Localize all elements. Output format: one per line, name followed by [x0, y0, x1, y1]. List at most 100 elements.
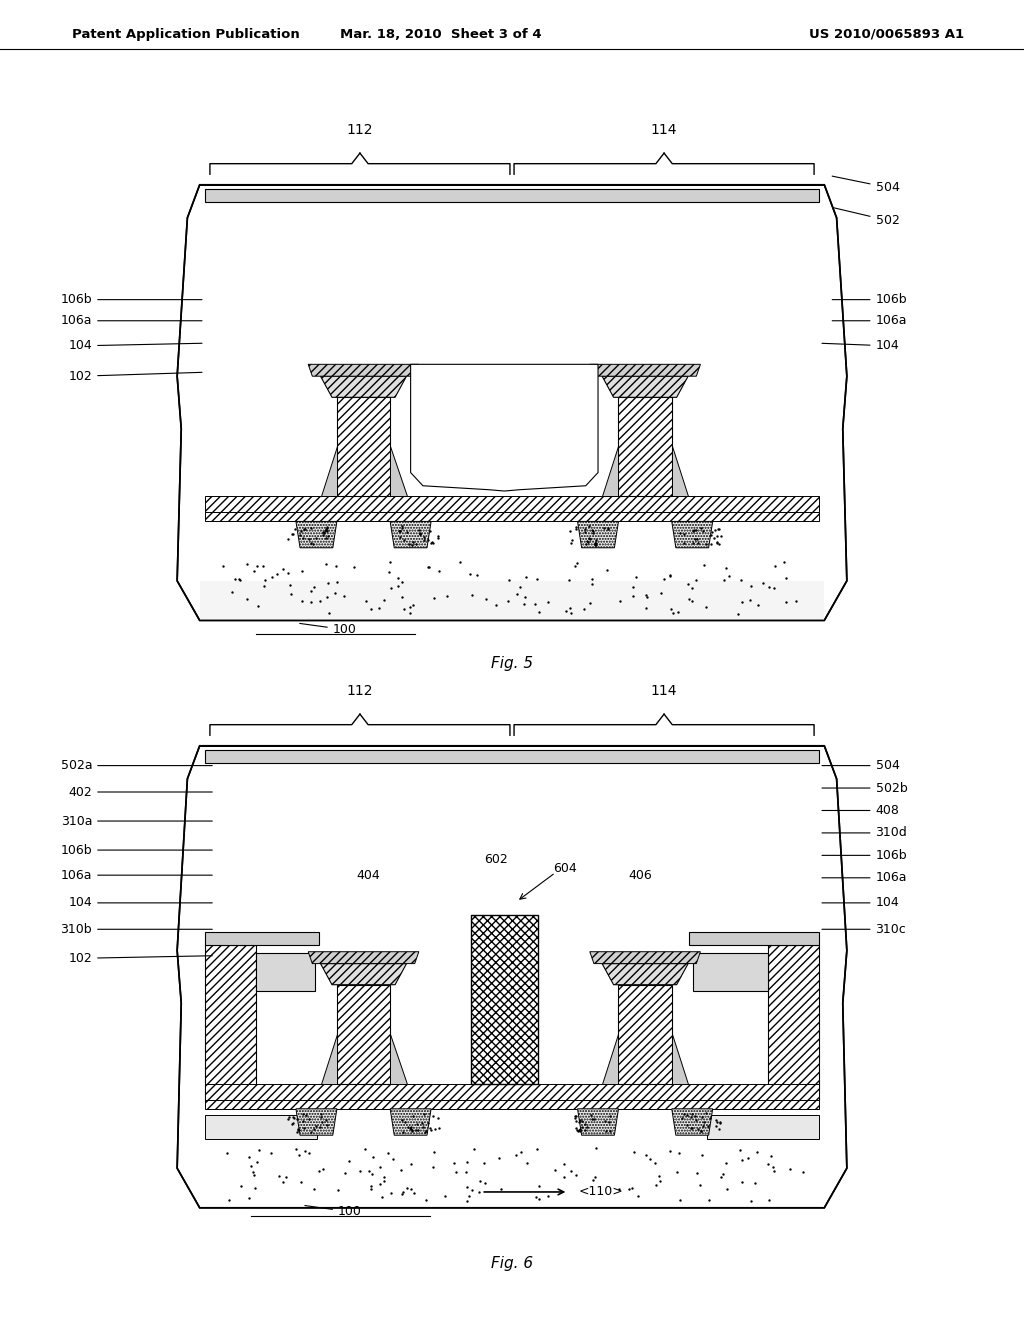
Point [597, 1110, 613, 1131]
Point [567, 1107, 584, 1129]
Bar [205, 945, 256, 1100]
Point [233, 1175, 250, 1196]
Polygon shape [321, 1034, 337, 1084]
Point [572, 1121, 589, 1142]
Point [232, 570, 249, 591]
Bar [693, 953, 768, 991]
Point [402, 1179, 419, 1200]
Point [459, 1191, 475, 1212]
Point [285, 1106, 301, 1127]
Point [430, 1107, 446, 1129]
Point [317, 519, 334, 540]
Text: 114: 114 [651, 684, 677, 698]
Point [245, 1162, 261, 1183]
Point [406, 1183, 422, 1204]
Point [312, 1104, 329, 1125]
Point [600, 519, 616, 540]
Point [403, 1119, 420, 1140]
Point [408, 1119, 424, 1140]
Bar [256, 953, 315, 991]
Text: 106a: 106a [60, 869, 212, 882]
Point [459, 1176, 475, 1197]
Point [392, 520, 409, 541]
Polygon shape [411, 364, 598, 491]
Point [778, 591, 795, 612]
Point [215, 556, 231, 577]
Point [224, 581, 241, 602]
Point [531, 601, 548, 622]
Point [364, 1177, 380, 1199]
Point [611, 590, 628, 611]
Point [719, 1179, 735, 1200]
Point [572, 1109, 589, 1130]
Point [452, 552, 468, 573]
Point [647, 1152, 664, 1173]
Point [642, 1148, 658, 1170]
Polygon shape [296, 521, 337, 548]
Point [311, 1117, 328, 1138]
Point [561, 598, 578, 619]
Text: Mar. 18, 2010  Sheet 3 of 4: Mar. 18, 2010 Sheet 3 of 4 [340, 28, 541, 41]
Point [788, 590, 805, 611]
Point [586, 1109, 602, 1130]
Point [230, 569, 247, 590]
Point [707, 519, 723, 540]
Point [602, 1106, 618, 1127]
Point [656, 569, 673, 590]
Text: 502: 502 [835, 207, 899, 227]
Point [295, 1104, 311, 1125]
Point [662, 566, 678, 587]
Point [692, 1121, 709, 1142]
Point [410, 1119, 426, 1140]
Text: 604: 604 [553, 862, 578, 875]
Bar [618, 985, 672, 1084]
Point [600, 517, 616, 539]
Point [288, 1138, 304, 1159]
Point [588, 532, 604, 553]
Point [249, 556, 265, 577]
Point [676, 524, 692, 545]
Point [750, 594, 766, 615]
Point [385, 1148, 401, 1170]
Point [284, 583, 300, 605]
Polygon shape [390, 1109, 431, 1135]
Point [401, 595, 418, 616]
Point [246, 1164, 262, 1185]
Point [749, 1142, 765, 1163]
Point [582, 528, 598, 549]
Point [295, 519, 311, 540]
Point [621, 1179, 637, 1200]
Point [515, 594, 531, 615]
Point [531, 1189, 548, 1210]
Point [289, 1121, 305, 1142]
Point [761, 1189, 777, 1210]
Point [782, 1159, 799, 1180]
Point [284, 523, 300, 544]
Point [285, 1113, 301, 1134]
Point [284, 1114, 300, 1135]
Point [767, 556, 783, 577]
Point [286, 1107, 302, 1129]
Point [371, 597, 387, 618]
Point [567, 1106, 584, 1127]
Point [294, 590, 310, 611]
Point [296, 1118, 312, 1139]
Point [413, 523, 429, 544]
Text: 502b: 502b [822, 781, 907, 795]
Text: 602: 602 [484, 853, 508, 866]
Text: 102: 102 [69, 952, 212, 965]
Point [404, 1121, 421, 1142]
Point [733, 1150, 750, 1171]
Point [487, 595, 504, 616]
Point [700, 1115, 717, 1137]
Point [663, 1140, 679, 1162]
Point [255, 556, 271, 577]
Polygon shape [177, 746, 847, 1208]
Point [390, 568, 407, 589]
Point [287, 519, 303, 540]
Point [478, 589, 495, 610]
Point [709, 532, 725, 553]
Point [584, 520, 600, 541]
Point [742, 576, 759, 597]
Point [420, 529, 436, 550]
